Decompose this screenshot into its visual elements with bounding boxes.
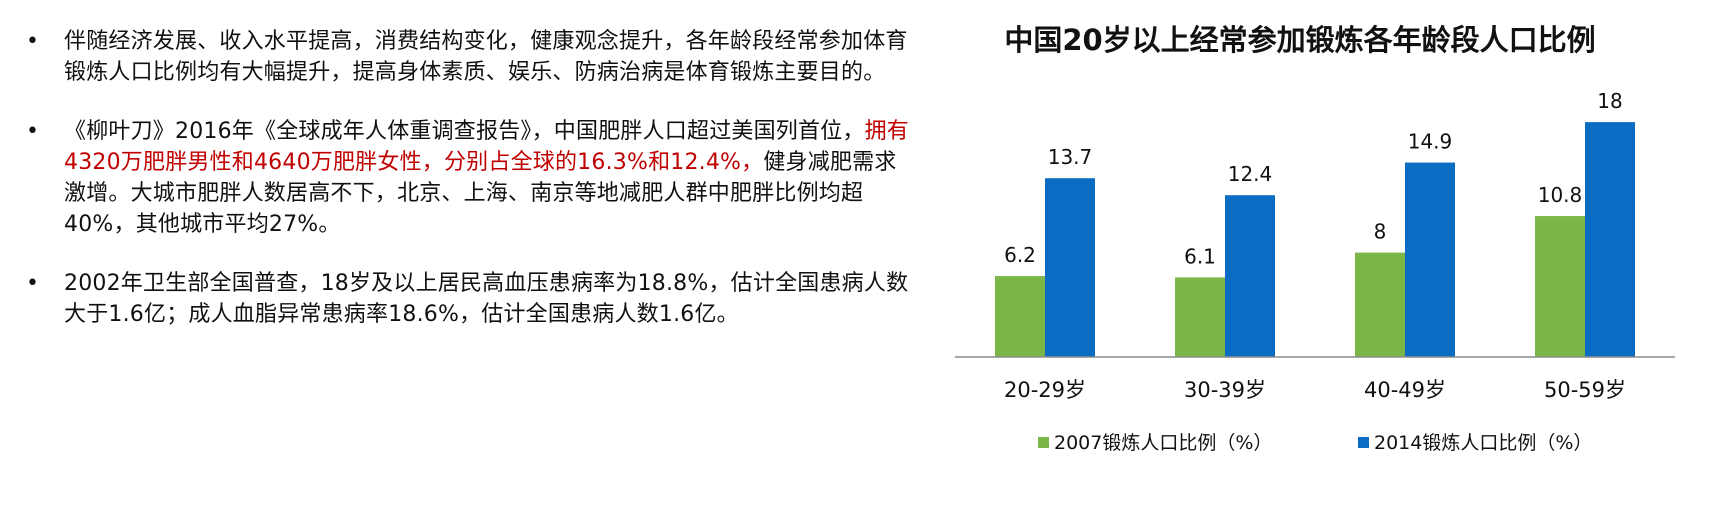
bar-2007-1: [995, 276, 1045, 357]
bar-2007-2: [1175, 277, 1225, 357]
data-label: 6.2: [1004, 243, 1036, 267]
data-label: 14.9: [1408, 130, 1453, 154]
text-segment: 2002年卫生部全国普查，18岁及以上居民高血压患病率为18.8%，估计全国患病…: [64, 271, 909, 327]
bar-2007-4: [1535, 216, 1585, 357]
data-label: 6.1: [1184, 244, 1216, 268]
data-label: 13.7: [1048, 145, 1093, 169]
data-label: 12.4: [1228, 162, 1273, 186]
bar-2014-3: [1405, 162, 1455, 357]
chart-title: 中国20岁以上经常参加锻炼各年龄段人口比例: [1004, 23, 1595, 57]
bullet-list: • 伴随经济发展、收入水平提高，消费结构变化，健康观念提升，各年龄段经常参加体育锻…: [26, 26, 916, 358]
text-segment: 《柳叶刀》2016年《全球成年人体重调查报告》，中国肥胖人口超过美国列首位，: [64, 119, 865, 144]
data-label: 8: [1374, 220, 1387, 244]
bullet-item: • 伴随经济发展、收入水平提高，消费结构变化，健康观念提升，各年龄段经常参加体育锻…: [26, 26, 916, 88]
data-label: 10.8: [1538, 183, 1583, 207]
bullet-text: 《柳叶刀》2016年《全球成年人体重调查报告》，中国肥胖人口超过美国列首位，拥有…: [64, 116, 916, 240]
bullet-text: 伴随经济发展、收入水平提高，消费结构变化，健康观念提升，各年龄段经常参加体育锻炼…: [64, 26, 916, 88]
bullet-marker: •: [26, 29, 39, 54]
bars-group: [995, 122, 1635, 357]
data-labels-group: 6.2 13.7 6.1 12.4 8 14.9 10.8 18: [1004, 89, 1623, 268]
x-tick-label: 40-49岁: [1364, 378, 1446, 402]
x-tick-label: 20-29岁: [1004, 378, 1086, 402]
highlighted-text: 拥有4320万肥胖男性和4640万肥胖女性，分别占全球的16.3%和12.4%，: [64, 119, 909, 175]
bullet-item: • 《柳叶刀》2016年《全球成年人体重调查报告》，中国肥胖人口超过美国列首位，拥…: [26, 116, 916, 240]
x-tick-labels-group: 20-29岁 30-39岁 40-49岁 50-59岁: [1004, 378, 1626, 402]
x-tick-label: 50-59岁: [1544, 378, 1626, 402]
bullet-marker: •: [26, 271, 39, 296]
chart-panel: 中国20岁以上经常参加锻炼各年龄段人口比例 6.2 13.7 6.1 12.4 8 14.…: [930, 0, 1726, 502]
text-segment: 健身减肥需求激增。大城市肥胖人数居高不下，北京、上海、南京等地减肥人群中肥胖比例…: [64, 150, 897, 237]
legend: 2007锻炼人口比例（%） 2014锻炼人口比例（%）: [1038, 432, 1592, 454]
legend-swatch: [1358, 437, 1369, 448]
data-label: 18: [1597, 89, 1622, 113]
bar-2014-4: [1585, 122, 1635, 357]
bar-2007-3: [1355, 252, 1405, 357]
text-segment: 伴随经济发展、收入水平提高，消费结构变化，健康观念提升，各年龄段经常参加体育锻炼…: [64, 29, 908, 85]
legend-swatch: [1038, 437, 1049, 448]
bar-2014-2: [1225, 195, 1275, 357]
bullet-text: 2002年卫生部全国普查，18岁及以上居民高血压患病率为18.8%，估计全国患病…: [64, 268, 916, 330]
bullet-item: • 2002年卫生部全国普查，18岁及以上居民高血压患病率为18.8%，估计全国患…: [26, 268, 916, 330]
bar-2014-1: [1045, 178, 1095, 357]
bar-chart: 中国20岁以上经常参加锻炼各年龄段人口比例 6.2 13.7 6.1 12.4 8 14.…: [955, 23, 1675, 454]
bullet-marker: •: [26, 119, 39, 144]
legend-label: 2007锻炼人口比例（%）: [1054, 432, 1272, 454]
legend-label: 2014锻炼人口比例（%）: [1374, 432, 1592, 454]
x-tick-label: 30-39岁: [1184, 378, 1266, 402]
